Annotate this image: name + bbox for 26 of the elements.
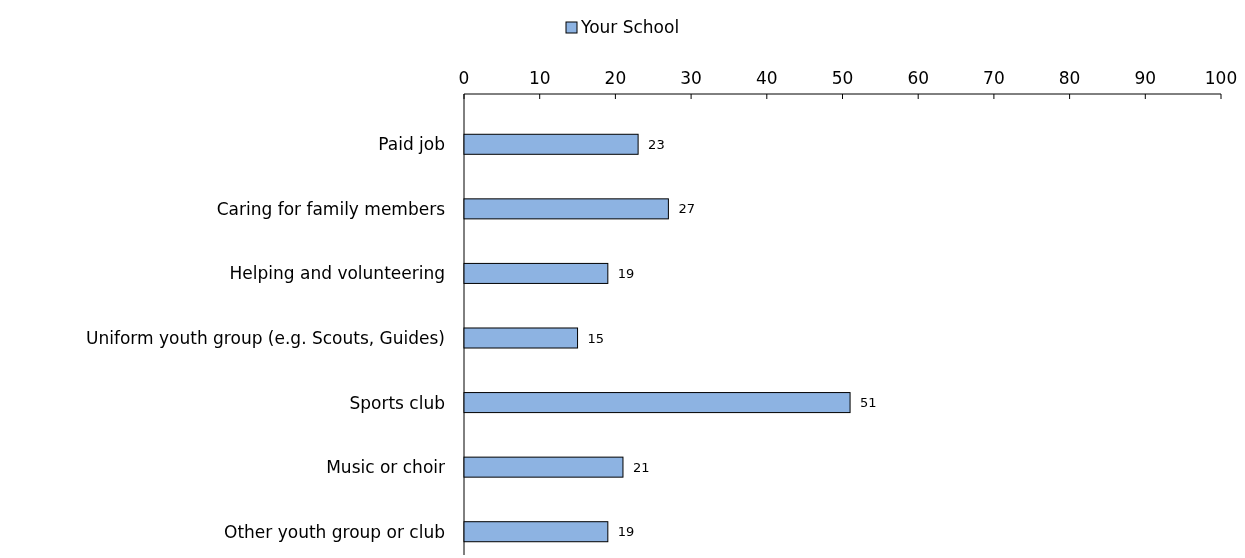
data-label: 19	[617, 524, 635, 540]
x-tick-label: 90	[1134, 68, 1157, 88]
data-label: 23	[648, 136, 665, 152]
x-tick-label: 60	[907, 68, 930, 88]
data-label: 15	[587, 330, 605, 346]
data-label: 21	[632, 459, 650, 475]
x-tick-label: 30	[680, 68, 702, 88]
legend-label: Your School	[580, 17, 680, 38]
y-tick-label: Helping and volunteering	[229, 263, 445, 284]
y-tick-label: Paid job	[378, 134, 445, 155]
data-label: 19	[617, 265, 635, 281]
y-tick-label: Uniform youth group (e.g. Scouts, Guides)	[86, 327, 445, 348]
x-tick-label: 10	[528, 68, 551, 88]
x-tick-label: 40	[755, 68, 778, 88]
data-label: 51	[860, 395, 877, 411]
x-tick-label: 100	[1204, 68, 1238, 88]
y-tick-label: Sports club	[349, 392, 445, 413]
x-tick-label: 0	[458, 68, 470, 88]
x-tick-label: 50	[831, 68, 854, 88]
x-tick-label: 70	[983, 68, 1005, 88]
x-tick-label: 80	[1058, 68, 1081, 88]
data-label: 27	[678, 201, 695, 217]
y-tick-label: Music or choir	[326, 457, 445, 478]
y-tick-label: Other youth group or club	[224, 521, 445, 542]
x-tick-label: 20	[604, 68, 627, 88]
y-tick-label: Caring for family members	[216, 198, 446, 219]
